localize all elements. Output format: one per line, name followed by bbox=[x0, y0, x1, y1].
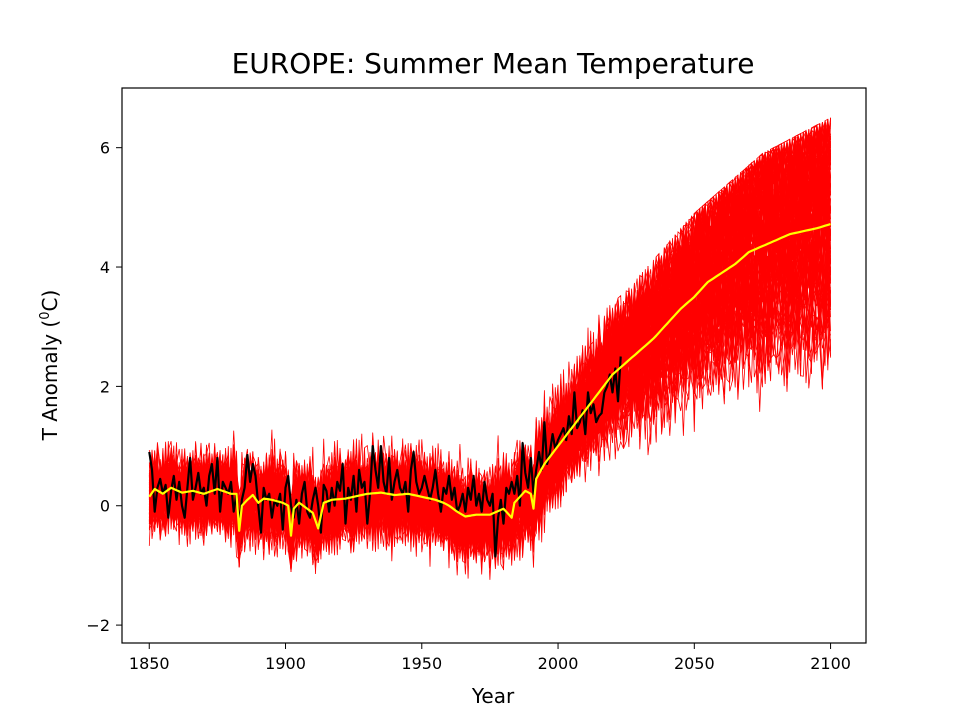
ensemble-mean-line bbox=[148, 223, 831, 537]
y-tick-label: 6 bbox=[100, 139, 110, 158]
x-axis-label: Year bbox=[471, 684, 515, 708]
x-tick-label: 1850 bbox=[129, 654, 170, 673]
ensemble-mean-series bbox=[148, 223, 831, 537]
y-axis-label: T Anomaly (0C) bbox=[38, 290, 62, 442]
y-axis-ticks: −2 0 2 4 6 bbox=[86, 139, 122, 635]
y-axis-label-main: T Anomaly ( bbox=[38, 320, 62, 441]
x-tick-label: 2000 bbox=[538, 654, 579, 673]
y-tick-label: 0 bbox=[100, 497, 110, 516]
ensemble-member-line bbox=[148, 223, 831, 553]
plot-frame bbox=[121, 87, 867, 644]
x-axis-ticks: 1850 1900 1950 2000 2050 2100 bbox=[129, 643, 851, 673]
x-tick-label: 1900 bbox=[265, 654, 306, 673]
chart-title: EUROPE: Summer Mean Temperature bbox=[232, 47, 755, 80]
x-tick-label: 2050 bbox=[674, 654, 715, 673]
x-tick-label: 2100 bbox=[810, 654, 851, 673]
y-tick-label: 4 bbox=[100, 258, 110, 277]
y-tick-label: −2 bbox=[86, 616, 110, 635]
x-tick-label: 1950 bbox=[401, 654, 442, 673]
y-tick-label: 2 bbox=[100, 377, 110, 396]
y-axis-label-superscript: 0 bbox=[38, 312, 53, 320]
y-axis-label-tail: C) bbox=[38, 290, 62, 312]
ensemble-member-line bbox=[148, 124, 831, 553]
